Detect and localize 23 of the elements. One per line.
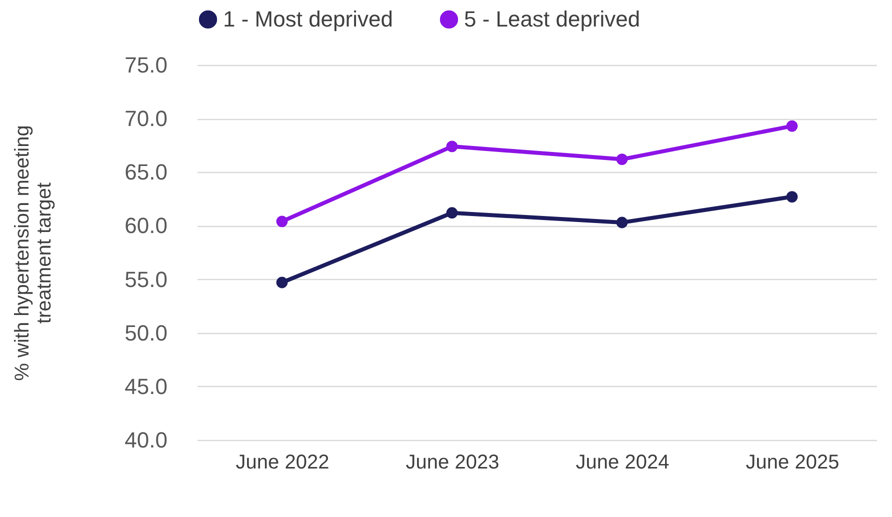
- x-tick-label: June 2025: [746, 452, 840, 474]
- point: [786, 191, 798, 202]
- legend-label: 1 - Most deprived: [223, 6, 393, 32]
- legend-label: 5 - Least deprived: [464, 6, 640, 32]
- y-tick-label: 55.0: [124, 266, 168, 292]
- point: [446, 207, 458, 219]
- y-axis-title: % with hypertension meeting treatment target: [12, 125, 56, 381]
- y-tick-label: 70.0: [124, 106, 168, 132]
- x-tick-label: June 2023: [406, 452, 500, 474]
- point: [446, 140, 458, 152]
- point: [616, 216, 628, 228]
- point: [786, 120, 798, 132]
- y-tick-label: 65.0: [124, 160, 168, 185]
- x-tick-label: June 2024: [576, 452, 670, 474]
- point: [276, 216, 288, 228]
- x-tick-label: June 2022: [236, 452, 330, 474]
- point: [616, 154, 628, 165]
- point: [276, 276, 288, 288]
- y-tick-label: 75.0: [124, 52, 168, 78]
- y-tick-label: 45.0: [124, 374, 168, 399]
- y-tick-label: 60.0: [124, 213, 168, 238]
- y-tick-label: 50.0: [124, 320, 168, 346]
- y-tick-label: 40.0: [124, 428, 168, 452]
